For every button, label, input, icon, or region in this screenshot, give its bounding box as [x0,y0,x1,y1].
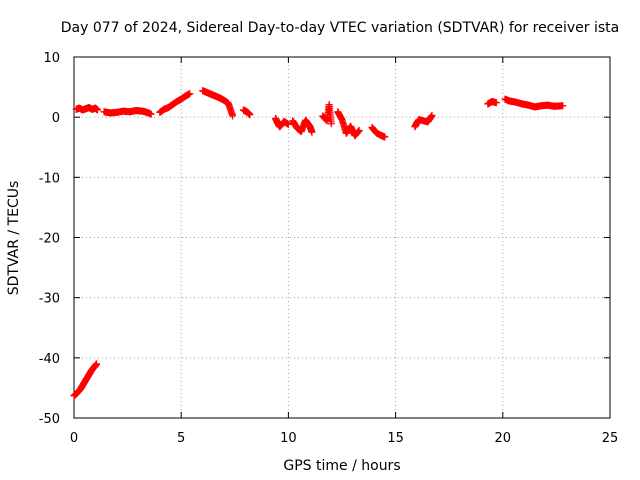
data-point [327,120,335,128]
y-tick-label: -10 [39,171,60,186]
x-axis-label: GPS time / hours [283,458,400,474]
x-tick-label: 20 [495,431,512,446]
y-tick-label: -20 [39,232,60,247]
y-tick-label: -50 [39,412,60,427]
y-tick-label: 0 [52,111,60,126]
y-axis-label: SDTVAR / TECUs [6,181,22,296]
chart-title: Day 077 of 2024, Sidereal Day-to-day VTE… [61,20,619,36]
y-tick-label: -30 [39,292,60,307]
data-point [559,102,567,110]
data-points [70,87,567,400]
data-point [93,360,101,368]
x-tick-label: 0 [70,431,78,446]
data-point [381,133,389,141]
x-tick-label: 5 [177,431,185,446]
data-point [492,99,500,107]
data-point [428,111,436,119]
data-point [229,112,237,120]
y-tick-label: 10 [43,51,60,66]
data-point [308,128,316,136]
data-point [355,126,363,134]
data-point [246,111,254,119]
x-tick-label: 15 [387,431,404,446]
grid-layer [74,57,610,418]
data-point [147,110,155,118]
data-point [94,106,102,114]
data-point [284,120,292,128]
tick-layer: 0 5 10 15 20 25 -50 -40 -30 -20 -10 0 10 [39,51,619,446]
x-tick-label: 25 [602,431,619,446]
y-tick-label: -40 [39,352,60,367]
data-point [186,90,194,98]
x-tick-label: 10 [280,431,297,446]
